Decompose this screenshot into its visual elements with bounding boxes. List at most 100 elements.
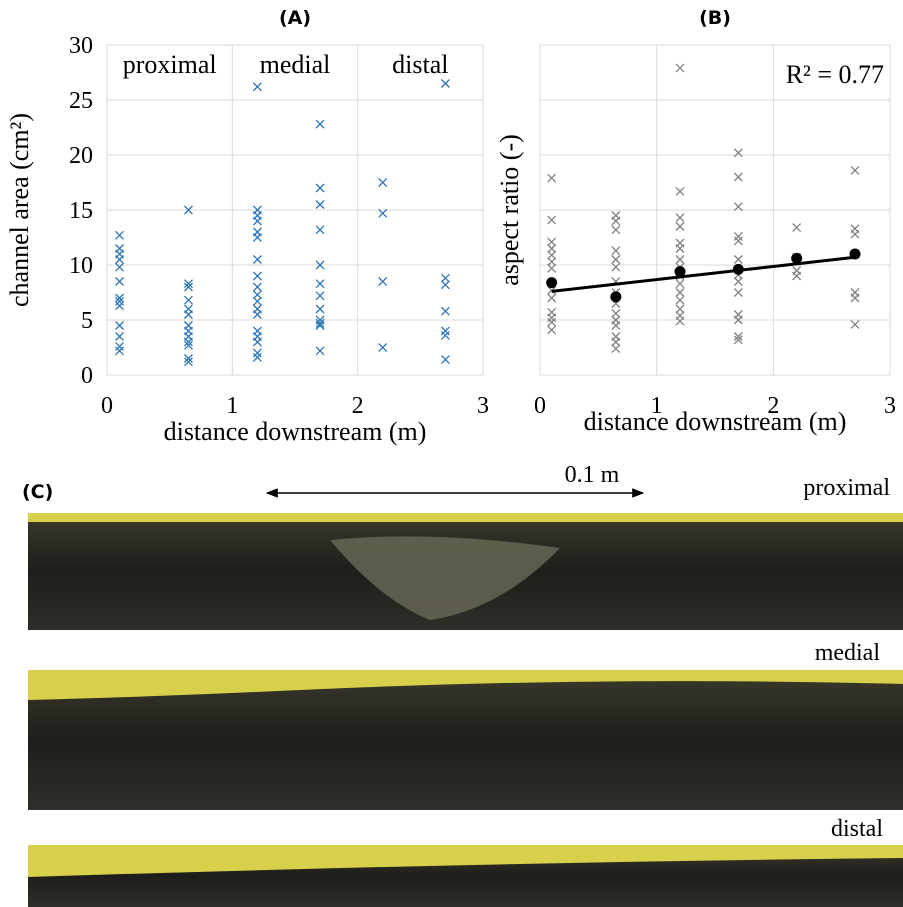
point xyxy=(252,290,262,300)
y-axis-label: channel area (cm²) xyxy=(5,113,34,307)
point xyxy=(252,282,262,292)
point xyxy=(850,229,860,239)
x-tick-label: 2 xyxy=(352,393,364,419)
chart-title: (A) xyxy=(279,7,311,29)
point xyxy=(675,244,685,253)
plot-frame xyxy=(106,44,484,376)
point xyxy=(115,341,124,351)
annotation: R² = 0.77 xyxy=(786,60,884,89)
point xyxy=(675,255,685,264)
point xyxy=(547,257,557,267)
point xyxy=(315,225,325,235)
point xyxy=(315,346,325,356)
point xyxy=(440,79,450,88)
point xyxy=(733,148,743,158)
point xyxy=(252,337,262,347)
point xyxy=(378,208,388,218)
point xyxy=(547,244,557,253)
point xyxy=(733,236,743,246)
point xyxy=(378,277,388,286)
x-tick-label: 0 xyxy=(101,393,113,419)
chart-title: (B) xyxy=(699,7,731,29)
point xyxy=(440,326,450,336)
point xyxy=(252,216,262,226)
point xyxy=(252,310,262,319)
point xyxy=(315,260,325,270)
photo-medial xyxy=(28,670,903,810)
point xyxy=(252,255,262,264)
point xyxy=(733,202,743,212)
point xyxy=(252,348,262,358)
point xyxy=(184,205,193,215)
point xyxy=(184,337,193,347)
point xyxy=(440,330,450,340)
section-label: proximal xyxy=(803,475,890,501)
y-tick-label: 15 xyxy=(69,198,93,224)
point xyxy=(315,183,325,193)
point xyxy=(611,344,621,354)
point xyxy=(675,186,685,196)
y-tick-label: 25 xyxy=(69,88,93,114)
point xyxy=(315,304,325,314)
point xyxy=(675,213,685,223)
point xyxy=(378,178,388,187)
point xyxy=(184,279,193,289)
point xyxy=(611,321,621,330)
section-label: distal xyxy=(831,816,883,842)
photo-proximal xyxy=(28,513,903,630)
point xyxy=(315,200,325,209)
point xyxy=(378,343,388,352)
y-tick-label: 10 xyxy=(69,253,93,279)
point xyxy=(611,246,621,256)
point xyxy=(675,279,685,289)
x-tick-label: 3 xyxy=(477,393,489,419)
point xyxy=(252,233,262,242)
point xyxy=(611,262,621,272)
point xyxy=(115,332,124,341)
point xyxy=(675,288,685,297)
point xyxy=(733,288,743,297)
point xyxy=(733,335,743,345)
point xyxy=(315,279,325,289)
point xyxy=(315,291,325,301)
point xyxy=(115,346,124,356)
point xyxy=(315,321,325,330)
point xyxy=(547,293,557,303)
plot-frame xyxy=(539,44,891,376)
mean-point xyxy=(791,252,803,264)
x-tick-label: 2 xyxy=(767,393,779,419)
point xyxy=(733,277,743,286)
point xyxy=(611,308,621,318)
point xyxy=(115,230,124,240)
point xyxy=(115,321,124,330)
point xyxy=(115,262,124,272)
x-tick-label: 3 xyxy=(884,393,896,419)
y-tick-label: 20 xyxy=(69,143,93,169)
point xyxy=(184,295,193,305)
point xyxy=(115,277,124,286)
photo-distal xyxy=(28,845,903,907)
point xyxy=(115,301,124,311)
region-label: proximal xyxy=(123,50,217,79)
point xyxy=(733,332,743,341)
point xyxy=(252,271,262,281)
point xyxy=(733,231,743,241)
mean-point xyxy=(610,291,622,303)
point xyxy=(547,250,557,260)
scale-label: 0.1 m xyxy=(565,462,620,488)
section-label: medial xyxy=(815,640,881,666)
point xyxy=(850,319,860,329)
x-tick-label: 1 xyxy=(226,393,238,419)
point xyxy=(547,215,557,225)
point xyxy=(547,263,557,273)
point xyxy=(184,357,193,367)
point xyxy=(675,63,685,73)
point xyxy=(252,82,262,92)
point xyxy=(611,225,621,235)
x-axis-label: distance downstream (m) xyxy=(164,417,427,446)
point xyxy=(733,315,743,325)
panel-label: (C) xyxy=(22,481,53,503)
x-tick-label: 0 xyxy=(534,393,546,419)
trend-line xyxy=(551,255,856,293)
